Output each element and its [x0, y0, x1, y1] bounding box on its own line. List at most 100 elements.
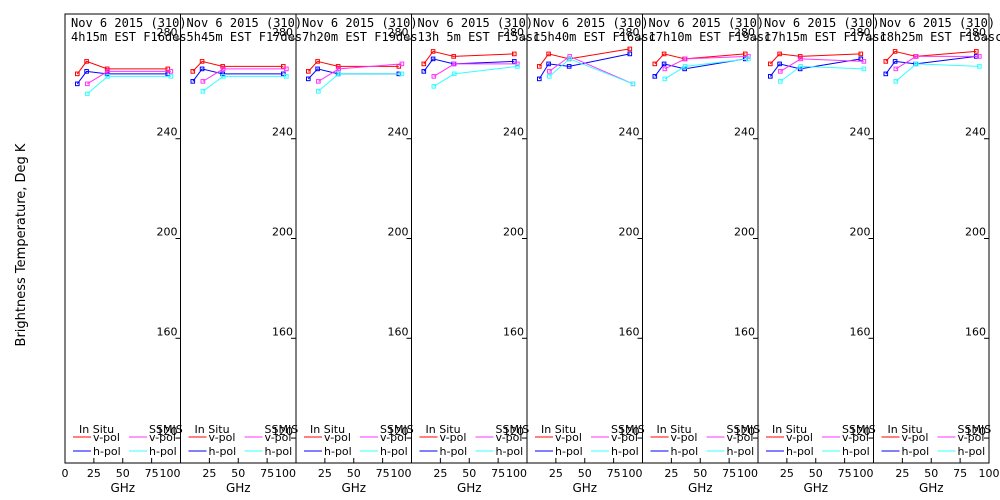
- data-point: [777, 61, 782, 67]
- x-tick-label: 25: [87, 467, 101, 480]
- data-point: [451, 61, 457, 67]
- panel-title-date: Nov 6 2015 (310): [533, 16, 649, 30]
- series-ssmis-v: [547, 54, 636, 87]
- series-insitu-v: [190, 59, 286, 74]
- legend-label: v-pol: [727, 431, 754, 444]
- series-ssmis-v: [431, 61, 520, 79]
- data-point: [220, 64, 225, 69]
- y-tick-label: 200: [503, 226, 524, 239]
- legend-ssmis-title: SSMIS: [149, 423, 183, 436]
- series-line: [192, 68, 284, 82]
- series-line: [549, 55, 634, 85]
- x-tick-label: 100: [737, 467, 758, 480]
- series-line: [423, 58, 515, 72]
- panel-title-time: 17h15m EST F17asc: [764, 30, 887, 44]
- data-point: [861, 66, 867, 72]
- panel-title-date: Nov 6 2015 (310): [302, 16, 418, 30]
- x-axis-label: GHz: [110, 481, 135, 495]
- x-tick-label: 25: [202, 467, 216, 480]
- data-point: [892, 59, 898, 64]
- series-line: [895, 63, 980, 82]
- legend-label: h-pol: [555, 445, 583, 458]
- panel-4: Nov 6 2015 (310)13h 5m EST F15asc 120 160 2…: [411, 13, 540, 495]
- data-point: [858, 56, 864, 62]
- legend-label: v-pol: [611, 431, 638, 444]
- data-point: [85, 81, 90, 87]
- legend-label: v-pol: [440, 431, 467, 444]
- data-point: [430, 56, 436, 62]
- legend-label: v-pol: [324, 431, 351, 444]
- data-point: [973, 49, 979, 54]
- legend-insitu-title: In Situ: [541, 423, 576, 436]
- series-line: [317, 73, 402, 92]
- legend-label: v-pol: [265, 431, 292, 444]
- series-ssmis-h: [778, 64, 867, 84]
- series-insitu-h: [768, 56, 864, 79]
- series-insitu-v: [768, 51, 864, 67]
- data-point: [511, 59, 517, 64]
- y-tick-label: 240: [388, 126, 409, 139]
- x-axis-label: GHz: [919, 481, 944, 495]
- x-tick-label: 75: [722, 467, 736, 480]
- series-line: [780, 58, 864, 72]
- x-tick-label: 25: [895, 467, 909, 480]
- panel-frame: [873, 13, 990, 464]
- y-tick-label: 240: [850, 126, 871, 139]
- data-point: [537, 76, 542, 82]
- data-point: [315, 66, 320, 72]
- data-point: [85, 91, 90, 97]
- legend-label: h-pol: [671, 445, 699, 458]
- y-tick-label: 120: [619, 425, 640, 438]
- x-tick-label: 100: [160, 467, 181, 480]
- legend-label: v-pol: [958, 431, 985, 444]
- x-tick-label: 25: [433, 467, 447, 480]
- x-tick-label: 25: [549, 467, 563, 480]
- data-point: [284, 66, 289, 72]
- x-tick-label: 50: [693, 467, 707, 480]
- y-tick-label: 200: [388, 226, 409, 239]
- series-line: [538, 48, 630, 67]
- data-point: [913, 54, 919, 59]
- y-tick-label: 120: [388, 425, 409, 438]
- data-point: [798, 56, 804, 62]
- series-line: [769, 53, 861, 65]
- data-point: [537, 64, 542, 69]
- y-tick-label: 240: [734, 126, 755, 139]
- legend-insitu-title: In Situ: [772, 423, 807, 436]
- x-tick-label: 0: [62, 467, 69, 480]
- x-tick-label: 75: [376, 467, 390, 480]
- y-tick-label: 160: [388, 325, 409, 338]
- x-axis-label: GHz: [572, 481, 597, 495]
- y-tick-label: 240: [503, 126, 524, 139]
- series-line: [192, 60, 284, 72]
- series-insitu-h: [190, 66, 286, 84]
- data-point: [893, 79, 899, 84]
- x-tick-label: 50: [924, 467, 938, 480]
- series-insitu-v: [306, 59, 402, 74]
- y-tick-label: 160: [965, 325, 986, 338]
- series-ssmis-h: [85, 74, 174, 97]
- y-tick-label: 120: [503, 425, 524, 438]
- series-line: [780, 65, 864, 82]
- legend-label: v-pol: [496, 431, 523, 444]
- x-tick-label: 75: [838, 467, 852, 480]
- panel-7: Nov 6 2015 (310)17h15m EST F17asc 120 160 2…: [757, 13, 887, 495]
- series-ssmis-v: [85, 69, 174, 87]
- data-point: [798, 64, 804, 69]
- panel-2: Nov 6 2015 (310)5h45m EST F17des 120 160 20…: [180, 13, 302, 495]
- data-point: [768, 74, 773, 79]
- y-tick-label: 240: [157, 126, 178, 139]
- data-point: [284, 74, 289, 79]
- x-tick-label: 50: [809, 467, 823, 480]
- panel-title-date: Nov 6 2015 (310): [418, 16, 534, 30]
- y-tick-label: 280: [272, 26, 293, 39]
- panel-frame: [526, 13, 643, 464]
- series-ssmis-h: [893, 61, 982, 84]
- y-tick-label: 240: [965, 126, 986, 139]
- series-ssmis-h: [200, 74, 289, 94]
- data-point: [165, 66, 171, 72]
- legend-insitu-title: In Situ: [426, 423, 461, 436]
